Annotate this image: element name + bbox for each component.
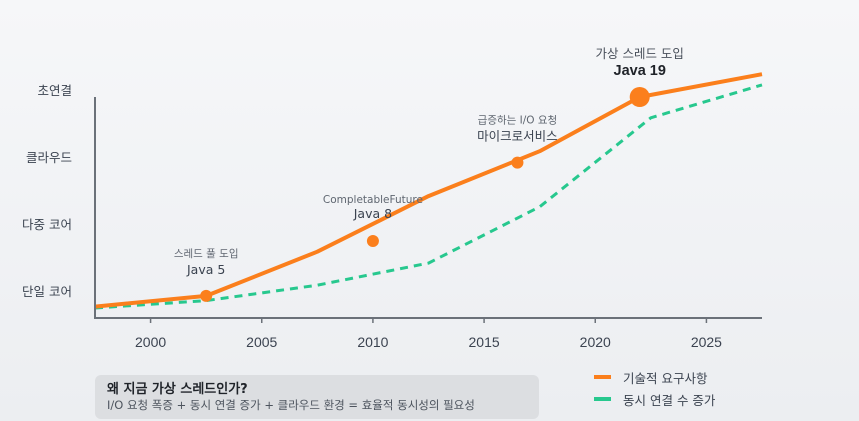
x-tick-label: 2020 [580, 334, 611, 350]
milestone-marker [366, 234, 379, 247]
milestone-caption: 스레드 풀 도입 [174, 247, 239, 260]
x-tick-label: 2005 [246, 334, 277, 350]
legend-item-concurrent-connections: 동시 연결 수 증가 [594, 388, 715, 410]
legend-label: 동시 연결 수 증가 [623, 392, 716, 408]
milestone-title: 마이크로서비스 [477, 129, 558, 144]
milestone-title: Java 8 [353, 206, 392, 221]
x-tick-label: 2000 [135, 334, 166, 350]
x-tick-label: 2015 [469, 334, 500, 350]
markers [200, 87, 650, 302]
why-virtual-threads-callout: 왜 지금 가상 스레드인가? I/O 요청 폭증 + 동시 연결 증가 + 클라… [95, 375, 539, 419]
x-tick-label: 2010 [357, 334, 388, 350]
milestone-title: Java 19 [614, 63, 666, 79]
milestone-marker-large [629, 87, 650, 107]
legend-label: 기술적 요구사항 [623, 370, 708, 386]
y-tick-label: 단일 코어 [22, 284, 72, 299]
callout-title: 왜 지금 가상 스레드인가? [107, 382, 248, 397]
milestone-caption: 급증하는 I/O 요청 [478, 114, 558, 127]
milestone-marker [200, 289, 213, 302]
legend-item-tech-requirements: 기술적 요구사항 [594, 366, 715, 388]
y-tick-label: 초연결 [37, 83, 72, 98]
legend: 기술적 요구사항 동시 연결 수 증가 [594, 366, 715, 410]
milestone-caption: 가상 스레드 도입 [595, 46, 683, 61]
milestone-caption: CompletableFuture [323, 194, 423, 206]
legend-swatch-orange [594, 375, 611, 379]
legend-swatch-green [594, 397, 611, 401]
axes: 2000 2005 2010 2015 2020 2025 단일 코어 다중 코어 클라우드 초연… [22, 83, 762, 350]
milestone-title: Java 5 [186, 262, 225, 277]
series-line-connections [94, 83, 763, 310]
y-tick-label: 다중 코어 [22, 217, 72, 232]
callout-body: I/O 요청 폭증 + 동시 연결 증가 + 클라우드 환경 = 효율적 동시성… [107, 398, 475, 412]
x-tick-label: 2025 [691, 334, 722, 350]
y-tick-label: 클라우드 [26, 150, 72, 165]
milestone-marker [511, 156, 524, 169]
